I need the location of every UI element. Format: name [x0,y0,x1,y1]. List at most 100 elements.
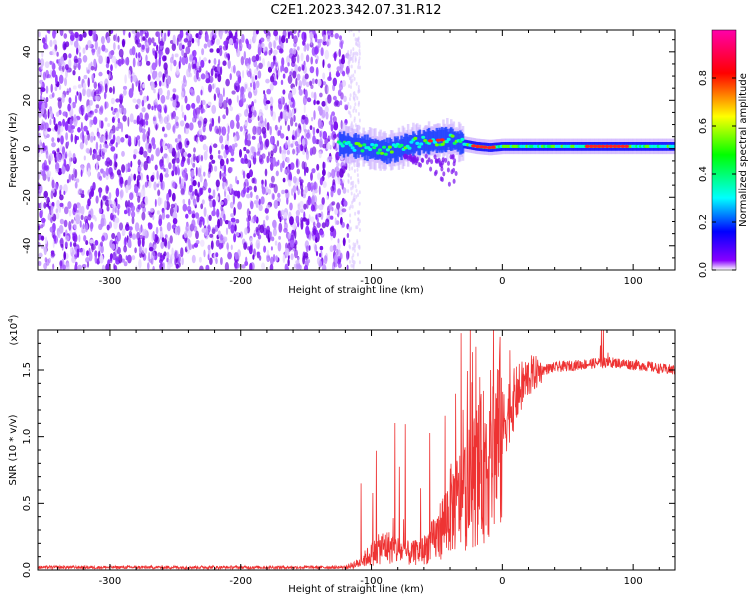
noise-speckle [227,125,230,135]
noise-speckle [336,171,340,178]
noise-speckle [105,130,108,140]
signal-core [383,152,388,156]
noise-speckle [59,30,64,37]
noise-speckle [337,188,342,196]
signal-band [341,134,344,155]
noise-speckle [297,66,302,72]
noise-speckle [302,189,307,197]
noise-speckle [80,205,85,216]
noise-speckle [94,40,98,50]
signal-band [412,131,415,156]
noise-speckle [319,121,324,129]
noise-speckle [330,189,334,198]
noise-speckle [142,235,146,241]
noise-speckle [252,254,255,260]
noise-speckle [96,154,101,161]
noise-speckle [290,253,294,261]
noise-speckle [128,32,131,38]
noise-speckle [228,38,234,46]
noise-speckle [350,74,353,79]
noise-speckle [54,184,59,191]
signal-streak [452,167,456,173]
noise-speckle [93,81,98,89]
noise-speckle [187,157,191,166]
noise-speckle [68,97,72,104]
noise-speckle [270,150,274,157]
noise-speckle [221,172,227,178]
noise-speckle [134,222,140,232]
noise-speckle [322,181,327,188]
noise-speckle [353,193,356,198]
noise-speckle [347,172,350,177]
noise-speckle [235,114,240,122]
noise-speckle [82,190,85,195]
noise-speckle [104,117,108,122]
noise-speckle [314,244,318,253]
noise-speckle [58,224,64,234]
noise-speckle [78,234,81,243]
noise-speckle [162,126,165,132]
noise-speckle [61,94,65,103]
noise-speckle [349,105,352,110]
noise-speckle [313,99,316,106]
signal-peak [471,144,477,148]
noise-speckle [44,61,50,69]
noise-speckle [352,108,355,113]
noise-speckle [296,46,300,51]
noise-speckle [79,92,82,102]
noise-speckle [102,170,107,178]
noise-speckle [174,226,178,236]
noise-speckle [123,89,127,96]
noise-speckle [120,137,125,143]
noise-speckle [346,233,350,238]
noise-speckle [190,193,193,200]
colorbar-label: Normalized spectral amplitude [738,73,749,227]
noise-speckle [327,63,331,69]
snr-x-tick-label: -300 [99,576,122,587]
noise-speckle [272,80,278,86]
noise-speckle [348,226,351,231]
noise-speckle [121,164,126,173]
noise-speckle [51,179,55,189]
noise-speckle [350,64,353,69]
noise-speckle [74,168,78,179]
noise-speckle [126,222,129,228]
noise-speckle [102,195,107,201]
noise-speckle [80,121,83,132]
noise-speckle [358,44,361,49]
noise-speckle [246,193,251,199]
noise-speckle [86,105,90,113]
noise-speckle [347,60,350,65]
noise-speckle [305,225,310,236]
noise-speckle [59,184,63,191]
noise-speckle [270,135,274,145]
noise-speckle [56,111,60,117]
noise-speckle [298,30,301,33]
noise-speckle [122,58,125,64]
spectrogram-x-tick-label: -100 [360,276,383,287]
noise-speckle [220,257,223,265]
noise-speckle [246,63,251,69]
noise-speckle [358,201,361,206]
noise-speckle [115,98,120,103]
noise-speckle [144,112,149,121]
noise-speckle [295,77,298,87]
noise-speckle [280,96,284,104]
noise-speckle [296,54,300,64]
noise-speckle [295,215,300,224]
noise-speckle [143,160,148,171]
noise-speckle [308,245,311,251]
noise-speckle [126,254,132,264]
noise-speckle [257,70,262,79]
noise-speckle [235,232,240,237]
noise-speckle [358,228,361,232]
noise-speckle [149,207,154,213]
noise-speckle [82,55,88,63]
noise-speckle [287,62,290,67]
noise-speckle [328,203,332,210]
noise-speckle [75,178,80,183]
noise-speckle [78,52,82,57]
noise-speckle [281,65,285,72]
noise-speckle [353,198,356,202]
noise-speckle [336,162,340,167]
